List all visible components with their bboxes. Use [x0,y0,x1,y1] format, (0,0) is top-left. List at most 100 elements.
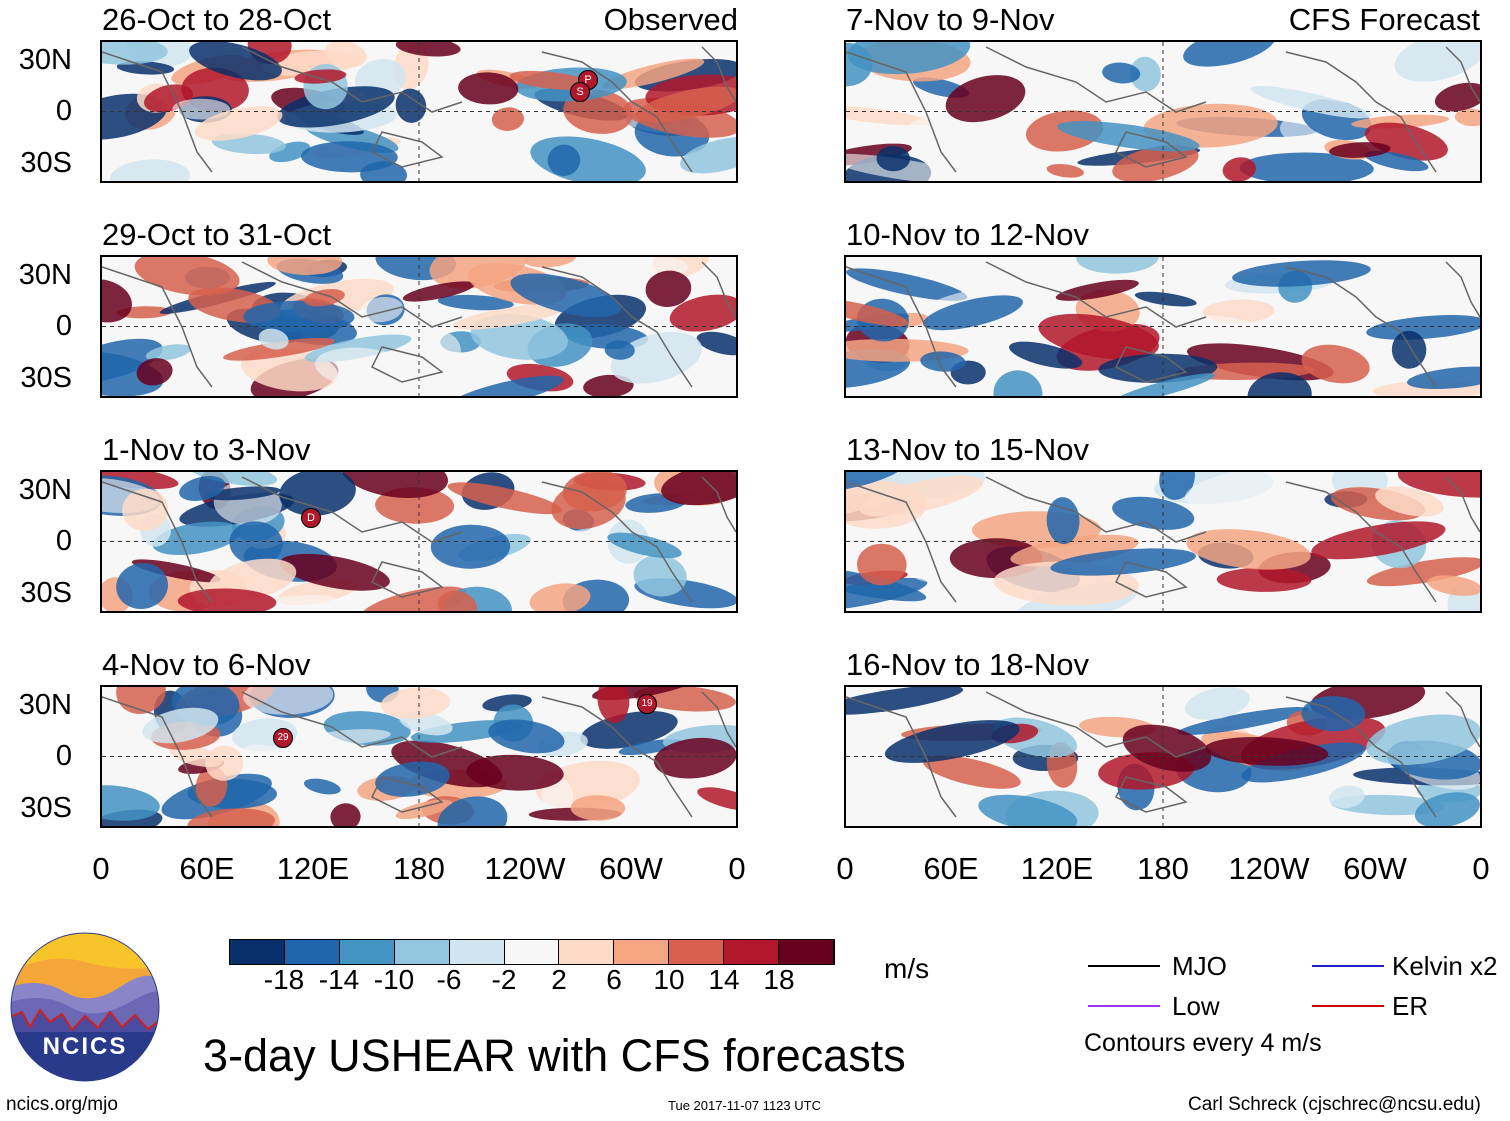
coastline [701,261,736,318]
shear-anomaly-blob [602,58,705,90]
storm-marker: 29 [273,728,293,748]
shear-anomaly-blob [1055,279,1139,301]
shear-anomaly-blob [610,332,703,384]
colorbar-label: -6 [436,964,462,995]
shear-anomaly-blob [1301,344,1370,384]
shear-anomaly-blob [152,521,241,556]
shear-anomaly-blob [437,796,508,826]
shear-anomaly-blob [448,375,564,396]
coastline [846,266,957,388]
legend-label-mjo: MJO [1172,951,1227,981]
coastline [1285,481,1437,603]
colorbar-label: 10 [653,964,685,995]
coastline [370,131,444,168]
shear-anomaly-blob [923,755,1021,789]
shear-anomaly-blob [172,98,231,120]
map-panel-obs-3 [100,470,738,613]
coastline [370,346,444,383]
coastline [541,266,693,388]
lat-label-eq: 0 [55,525,72,557]
map-panel-obs-4 [100,685,738,828]
shear-anomaly-blob [580,710,678,749]
shear-anomaly-blob [541,777,574,818]
shear-anomaly-blob [635,86,736,123]
shear-anomaly-blob [402,281,475,302]
panel-title-1: 26-Oct to 28-Oct [102,2,332,37]
shear-anomaly-blob [920,351,966,372]
legend-line-mjo [1088,965,1160,967]
shear-anomaly-blob [294,69,347,84]
shear-anomaly-blob [380,687,451,719]
shear-anomaly-blob [447,482,562,515]
coastline [1114,346,1188,383]
lat-label-30s: 30S [20,147,72,179]
colorbar-label: 2 [551,964,567,995]
map-panel-obs-2 [100,255,738,398]
shear-anomaly-blob [116,687,166,714]
shear-anomaly-blob [1106,799,1252,826]
shear-anomaly-blob [205,745,244,781]
shear-anomaly-blob [846,565,927,602]
coastline [102,481,213,603]
shear-anomaly-blob [930,279,1044,308]
shear-anomaly-blob [102,338,163,383]
shear-anomaly-blob [488,719,565,754]
shear-anomaly-blob [1102,62,1141,84]
coastline [241,476,463,543]
legend-label-kelvin: Kelvin x2 [1392,951,1498,981]
coastline [541,51,693,173]
lat-label-30s: 30S [20,792,72,824]
lon-label: 180 [393,851,445,886]
lat-label-30s: 30S [20,362,72,394]
shear-anomaly-blob [1222,157,1256,181]
panel-title-7: 13-Nov to 15-Nov [846,432,1089,467]
coastline [1285,51,1437,173]
legend-note: Contours every 4 m/s [1084,1029,1322,1057]
shear-anomaly-blob [978,794,1078,826]
shear-anomaly-blob [102,279,132,323]
coastline [1445,476,1480,533]
shear-anomaly-blob [359,296,404,323]
shear-anomaly-blob [1112,496,1195,530]
shear-anomaly-blob [633,555,687,597]
coastline [541,696,693,818]
coastline [1285,696,1437,818]
shear-anomaly-blob [375,761,450,797]
colorbar-swatch [339,940,395,964]
coastline [985,691,1207,758]
shear-anomaly-blob [187,472,278,486]
shear-anomaly-blob [267,257,343,276]
coastline [846,696,957,818]
lon-label: 0 [92,851,110,886]
shear-anomaly-blob [846,472,907,493]
shear-anomaly-blob [1134,291,1197,307]
shear-anomaly-blob [1057,121,1200,152]
legend-label-er: ER [1392,991,1429,1021]
page-title: 3-day USHEAR with CFS forecasts [203,1030,906,1081]
coastline [370,776,444,813]
shear-anomaly-blob [177,588,277,611]
shear-anomaly-blob [1046,163,1084,178]
colorbar-label: -18 [263,964,305,995]
legend-line-low [1088,1005,1160,1007]
shear-anomaly-blob [243,744,299,765]
shear-anomaly-blob [993,370,1043,396]
coastline [241,46,463,113]
coastline [1445,691,1480,748]
map-panel-obs-1 [100,40,738,183]
shear-anomaly-blob [1397,472,1480,498]
legend-line-er [1312,1005,1384,1007]
shear-anomaly-blob [102,42,168,65]
shear-anomaly-blob [510,273,622,318]
shear-anomaly-blob [189,42,282,81]
lon-label: 120E [276,851,350,886]
shear-anomaly-blob [243,687,334,715]
shear-anomaly-blob [846,299,909,327]
coastline [102,266,213,388]
lat-label-eq: 0 [55,740,72,772]
shear-anomaly-blob [330,803,361,826]
shear-anomaly-blob [906,116,970,145]
shear-anomaly-blob [453,303,565,330]
legend-line-kelvin [1312,965,1384,967]
footer-url: ncics.org/mjo [6,1094,118,1115]
